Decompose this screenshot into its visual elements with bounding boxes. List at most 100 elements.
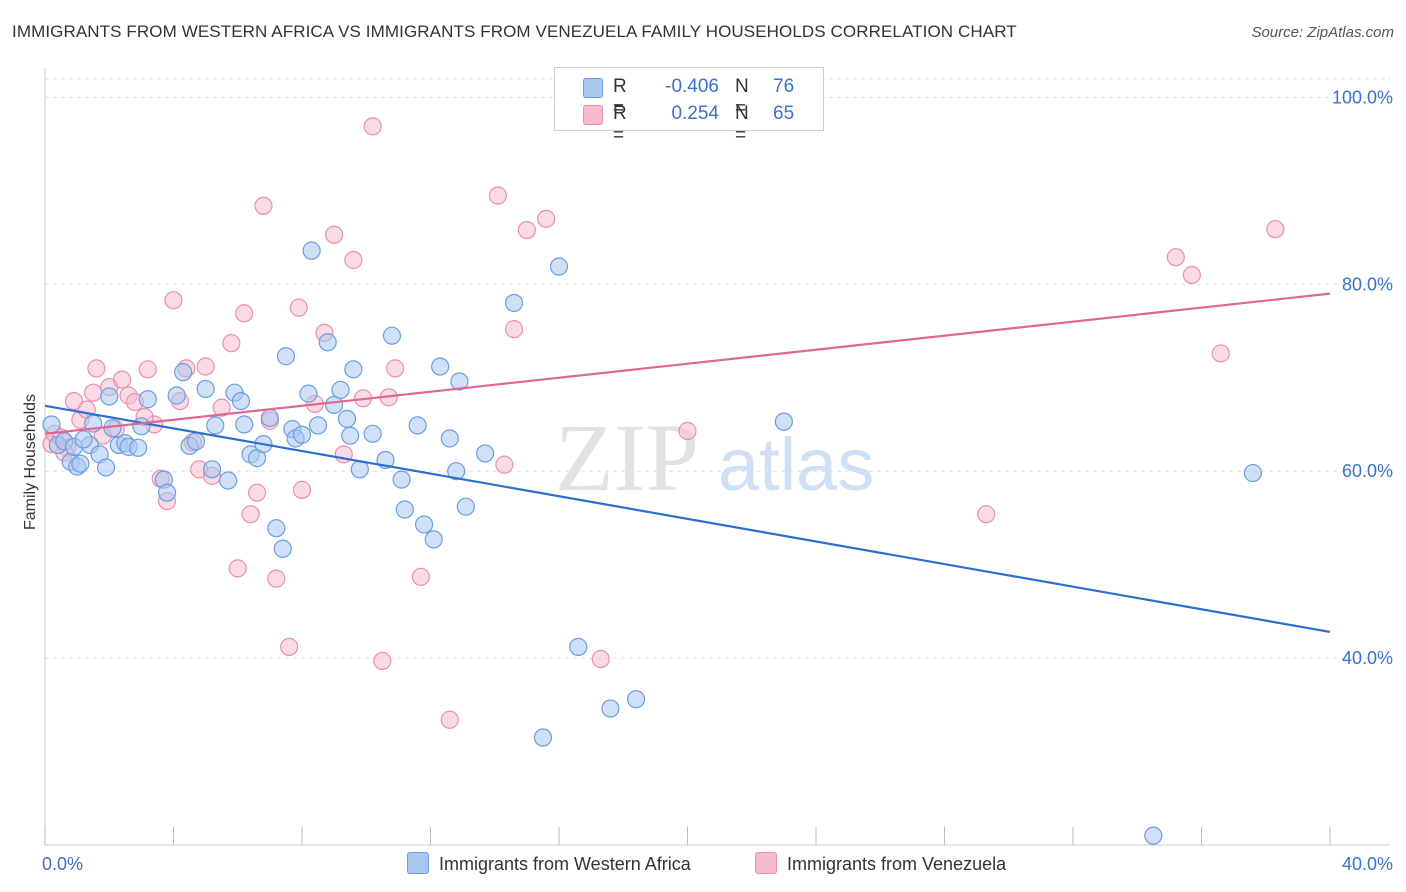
- point-western-africa: [318, 333, 337, 352]
- point-venezuela: [228, 559, 247, 578]
- point-venezuela: [440, 710, 459, 729]
- point-western-africa: [157, 483, 177, 502]
- point-western-africa: [71, 454, 90, 473]
- grid-lines: [45, 78, 1390, 659]
- point-western-africa: [186, 432, 206, 451]
- point-western-africa: [440, 429, 459, 448]
- data-points: [42, 88, 1285, 845]
- point-venezuela: [164, 291, 183, 310]
- point-western-africa: [341, 426, 360, 445]
- correlation-legend: R = -0.406 N = 76 R = 0.254 N = 65: [554, 67, 824, 146]
- point-venezuela: [411, 567, 430, 586]
- point-western-africa: [450, 372, 469, 391]
- point-venezuela: [280, 637, 299, 656]
- x-tick-label: 40.0%: [1342, 854, 1393, 874]
- point-western-africa: [235, 415, 254, 434]
- watermark-atlas: atlas: [718, 423, 874, 506]
- point-venezuela: [254, 196, 273, 215]
- point-western-africa: [456, 497, 475, 516]
- point-venezuela: [247, 483, 267, 502]
- legend-r-label: R =: [613, 76, 627, 119]
- watermark: ZIP atlas: [555, 404, 874, 511]
- point-venezuela: [212, 398, 231, 417]
- axes: [44, 68, 1390, 846]
- watermark-zip: ZIP: [555, 404, 699, 511]
- point-western-africa: [408, 416, 427, 435]
- point-venezuela: [292, 480, 312, 499]
- legend-n-label: N =: [735, 76, 749, 119]
- point-western-africa: [363, 424, 382, 443]
- point-western-africa: [392, 470, 411, 489]
- point-western-africa: [231, 392, 251, 411]
- point-venezuela: [289, 298, 308, 317]
- trend-lines: [44, 292, 1331, 634]
- y-tick-label: 100.0%: [1332, 87, 1393, 107]
- point-western-africa: [325, 395, 344, 414]
- point-western-africa: [344, 360, 363, 379]
- point-venezuela: [537, 209, 556, 228]
- point-venezuela: [363, 117, 382, 136]
- point-venezuela: [112, 370, 132, 389]
- point-western-africa: [74, 430, 93, 449]
- point-western-africa: [549, 257, 569, 276]
- bottom-legend-western-africa: Immigrants from Western Africa: [407, 852, 691, 875]
- point-venezuela: [84, 383, 103, 402]
- point-western-africa: [431, 357, 450, 376]
- point-western-africa: [302, 241, 321, 260]
- point-western-africa: [276, 347, 296, 366]
- point-venezuela: [495, 455, 514, 474]
- point-western-africa: [273, 539, 292, 558]
- point-western-africa: [601, 699, 620, 718]
- point-western-africa: [100, 387, 119, 406]
- point-western-africa: [1144, 826, 1163, 845]
- point-venezuela: [504, 320, 524, 339]
- legend-n-value: 76: [773, 76, 795, 97]
- point-venezuela: [64, 392, 84, 411]
- point-western-africa: [533, 728, 553, 747]
- point-western-africa: [202, 460, 222, 479]
- point-venezuela: [344, 250, 363, 270]
- point-venezuela: [386, 359, 405, 378]
- point-western-africa: [267, 519, 286, 538]
- point-western-africa: [395, 500, 414, 519]
- point-venezuela: [1211, 344, 1230, 363]
- point-western-africa: [219, 471, 238, 490]
- tick-labels: 40.0% 60.0% 80.0% 100.0% 0.0% 40.0%: [42, 87, 1393, 874]
- y-axis-label: Family Households: [22, 394, 39, 530]
- point-western-africa: [337, 409, 357, 428]
- point-western-africa: [447, 462, 466, 481]
- point-western-africa: [260, 408, 279, 428]
- point-venezuela: [138, 360, 157, 379]
- y-tick-label: 80.0%: [1342, 274, 1393, 294]
- bottom-legend-swatch-pink: [755, 852, 777, 874]
- source-label: Source: ZipAtlas.com: [1251, 24, 1394, 41]
- point-western-africa: [350, 460, 369, 479]
- legend-n-label: N =: [735, 103, 749, 146]
- x-tick-label: 0.0%: [42, 854, 83, 874]
- point-venezuela: [373, 651, 392, 670]
- chart-title: IMMIGRANTS FROM WESTERN AFRICA VS IMMIGR…: [12, 22, 1017, 41]
- y-tick-label: 40.0%: [1342, 648, 1393, 668]
- point-western-africa: [504, 293, 524, 313]
- point-venezuela: [196, 357, 215, 376]
- point-venezuela: [488, 186, 508, 205]
- point-venezuela: [1166, 248, 1185, 267]
- point-western-africa: [299, 384, 318, 403]
- legend-swatch-pink: [583, 105, 603, 125]
- point-western-africa: [42, 415, 61, 434]
- point-western-africa: [308, 416, 328, 435]
- point-venezuela: [1266, 220, 1285, 239]
- legend-r-value: 0.254: [671, 103, 719, 124]
- point-venezuela: [591, 649, 610, 669]
- point-venezuela: [1182, 265, 1201, 285]
- point-venezuela: [222, 334, 241, 353]
- point-western-africa: [138, 390, 157, 409]
- y-tick-label: 60.0%: [1342, 461, 1393, 481]
- point-venezuela: [517, 220, 536, 240]
- point-western-africa: [167, 386, 186, 405]
- point-venezuela: [241, 505, 260, 524]
- point-western-africa: [132, 417, 151, 436]
- bottom-legend-label: Immigrants from Venezuela: [787, 854, 1007, 874]
- legend-r-value: -0.406: [665, 76, 719, 97]
